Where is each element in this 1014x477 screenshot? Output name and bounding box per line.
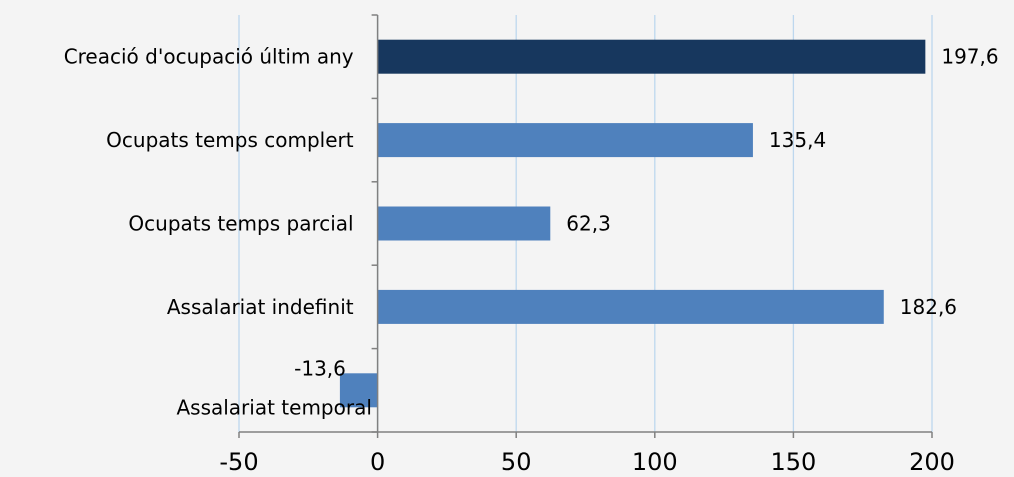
x-tick-label-0: -50 xyxy=(219,448,258,476)
category-label-3: Assalariat indefinit xyxy=(167,295,354,319)
bar-4 xyxy=(339,373,378,408)
axes xyxy=(238,14,933,438)
labels: -50 0 50 100 150 200 Creació d'ocupació últim … xyxy=(64,45,999,476)
category-label-2: Ocupats temps parcial xyxy=(128,212,353,236)
value-label-3: 182,6 xyxy=(900,295,957,319)
value-label-1: 135,4 xyxy=(769,128,826,152)
bar-2 xyxy=(377,206,551,241)
bar-3 xyxy=(377,289,884,324)
x-tick-label-5: 200 xyxy=(909,448,955,476)
bar-1 xyxy=(377,123,753,158)
bars xyxy=(339,39,926,408)
x-tick-label-1: 0 xyxy=(370,448,385,476)
category-label-0: Creació d'ocupació últim any xyxy=(64,45,354,69)
bar-0 xyxy=(377,39,926,74)
category-label-1: Ocupats temps complert xyxy=(106,128,354,152)
x-tick-label-3: 100 xyxy=(632,448,678,476)
value-label-0: 197,6 xyxy=(941,45,998,69)
x-tick-label-4: 150 xyxy=(770,448,816,476)
x-tick-label-2: 50 xyxy=(501,448,532,476)
value-label-2: 62,3 xyxy=(566,212,611,236)
value-label-4: -13,6 xyxy=(294,356,346,380)
category-label-4: Assalariat temporal xyxy=(176,395,371,419)
